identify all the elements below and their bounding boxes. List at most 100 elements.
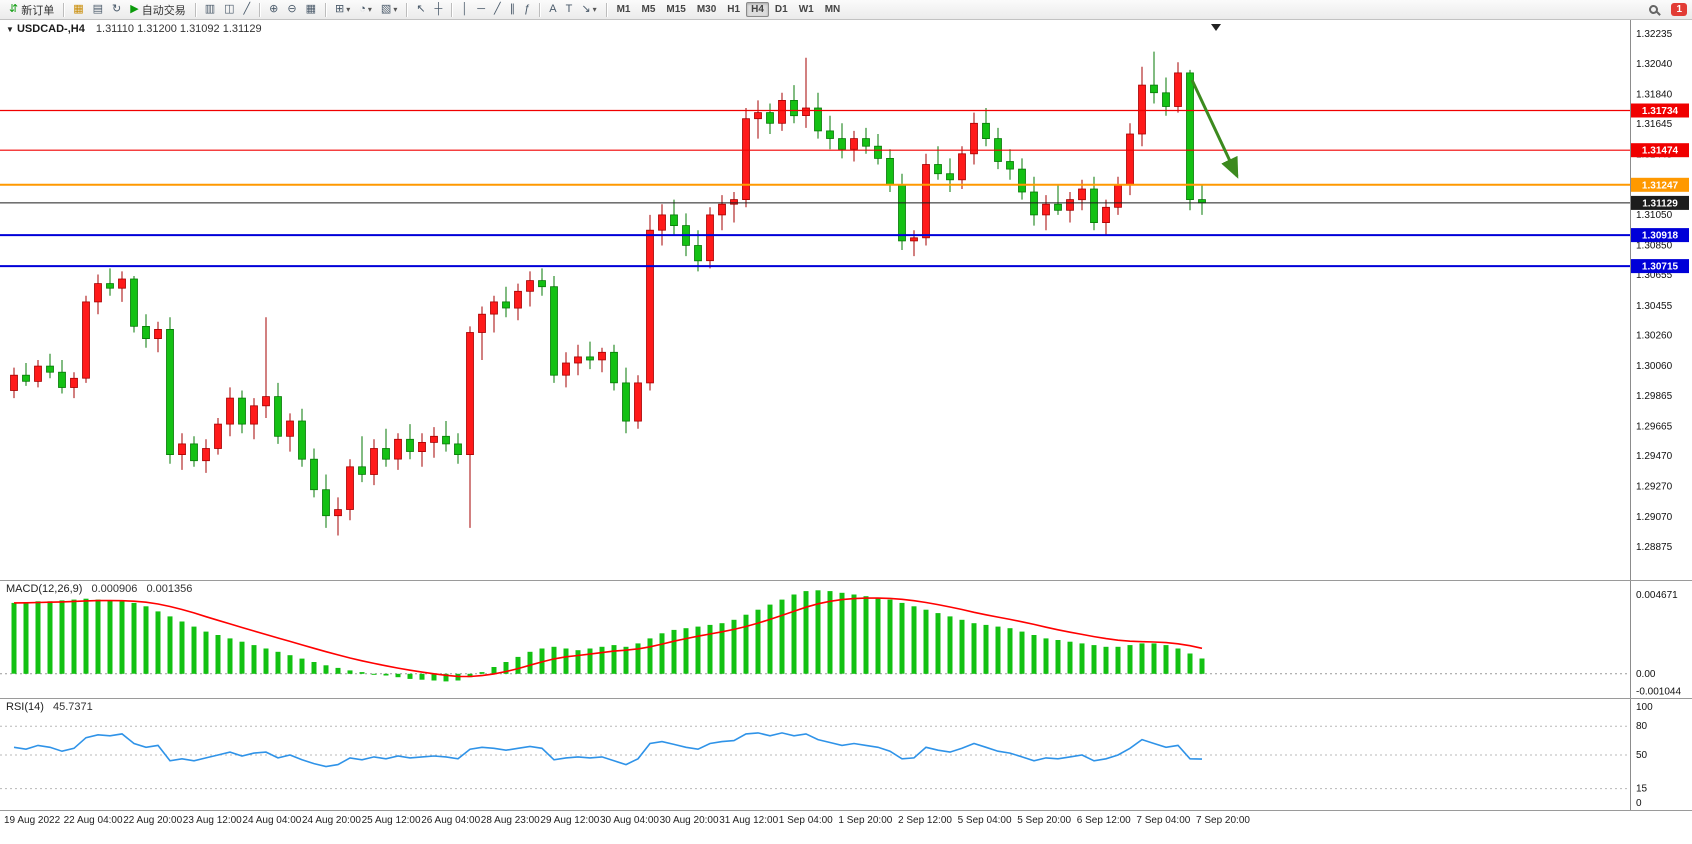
bar-chart-icon: ▥: [204, 3, 216, 15]
zoom-in-button[interactable]: ⊕: [265, 3, 282, 16]
svg-text:1.30060: 1.30060: [1636, 361, 1673, 372]
svg-text:1.32040: 1.32040: [1636, 59, 1673, 70]
svg-text:80: 80: [1636, 721, 1648, 732]
time-label: 25 Aug 12:00: [361, 815, 421, 826]
timeframe-w1[interactable]: W1: [798, 4, 814, 15]
timeframe-mn[interactable]: MN: [824, 4, 841, 15]
candlestick-icon: ◫: [224, 3, 235, 15]
search-icon[interactable]: [1649, 5, 1659, 14]
timeframe-m5[interactable]: M5: [641, 4, 656, 15]
svg-text:1.31247: 1.31247: [1642, 180, 1679, 191]
new-chart-button[interactable]: ▦: [69, 3, 87, 16]
candles-layer: [10, 51, 1206, 536]
rsi-level-lines: [0, 725, 1630, 790]
trendline-icon: ╱: [494, 3, 501, 15]
tile-windows-icon: ▦: [305, 3, 316, 15]
toolbar-separator: [451, 2, 453, 17]
new-chart-icon: ▦: [73, 3, 84, 15]
svg-text:-0.001044: -0.001044: [1636, 686, 1681, 697]
rsi-line: [13, 732, 1203, 768]
svg-text:1.31734: 1.31734: [1642, 106, 1679, 117]
time-label: 22 Aug 20:00: [123, 815, 183, 826]
channel-button[interactable]: ∥: [506, 3, 520, 16]
macd-histogram: [11, 590, 1205, 682]
svg-text:1.28875: 1.28875: [1636, 542, 1673, 553]
timeframe-m30[interactable]: M30: [696, 4, 717, 15]
candlestick-chart[interactable]: 1.322351.320401.318401.316451.314451.312…: [0, 20, 1692, 580]
time-label: 5 Sep 20:00: [1017, 815, 1072, 826]
add-indicator-icon: ⊞: [335, 3, 345, 15]
time-label: 6 Sep 12:00: [1076, 815, 1131, 826]
svg-text:100: 100: [1636, 702, 1653, 713]
macd-panel[interactable]: 0.004671 0.00 -0.001044 MACD(12,26,9) 0.00…: [0, 580, 1692, 698]
toolbar-separator: [63, 2, 65, 17]
toolbar-separator: [539, 2, 541, 17]
bar-chart-button[interactable]: ▥: [201, 3, 219, 16]
timeframe-m15[interactable]: M15: [666, 4, 686, 15]
zoom-out-button[interactable]: ⊖: [283, 3, 300, 16]
macd-signal-value: 0.001356: [146, 583, 193, 595]
svg-text:15: 15: [1636, 784, 1648, 795]
main-chart-panel[interactable]: 1.322351.320401.318401.316451.314451.312…: [0, 20, 1692, 580]
macd-main-value: 0.000906: [91, 583, 138, 595]
horizontal-line-icon: ─: [477, 3, 486, 15]
cursor-button[interactable]: ↖: [412, 3, 429, 16]
svg-text:1.30715: 1.30715: [1642, 262, 1679, 273]
tile-windows-button[interactable]: ▦: [302, 3, 320, 16]
svg-text:1.31840: 1.31840: [1636, 89, 1673, 100]
trendline-button[interactable]: ╱: [490, 3, 505, 16]
timeframe-d1[interactable]: D1: [774, 4, 788, 15]
refresh-button[interactable]: ↻: [108, 3, 125, 16]
templates-button[interactable]: ▧ ▾: [377, 3, 401, 16]
arrow-shapes-icon: ↘: [581, 3, 591, 15]
toolbar-separator: [406, 2, 408, 17]
time-label: 22 Aug 04:00: [63, 815, 123, 826]
svg-text:1.29070: 1.29070: [1636, 512, 1673, 523]
cursor-icon: ↖: [416, 3, 426, 15]
vertical-line-button[interactable]: │: [457, 3, 472, 16]
timeframe-h4[interactable]: H4: [746, 2, 769, 17]
refresh-icon: ↻: [112, 3, 122, 15]
line-chart-button[interactable]: ╱: [240, 3, 255, 16]
fibonacci-button[interactable]: ƒ: [520, 3, 534, 16]
time-label: 24 Aug 04:00: [242, 815, 302, 826]
shapes-button[interactable]: ↘ ▾: [577, 3, 600, 16]
trend-arrow[interactable]: [1190, 79, 1239, 179]
rsi-panel[interactable]: 100 80 50 15 0 RSI(14) 45.7371: [0, 698, 1692, 810]
crosshair-button[interactable]: ┼: [431, 3, 447, 16]
periods-button[interactable]: ◔ ▾: [355, 3, 376, 16]
time-axis[interactable]: 19 Aug 2022 22 Aug 04:00 22 Aug 20:00 23 Au…: [0, 810, 1692, 844]
svg-text:1.30918: 1.30918: [1642, 231, 1679, 242]
timeframe-m1[interactable]: M1: [616, 4, 631, 15]
text-label-button[interactable]: T: [562, 3, 577, 16]
chevron-down-icon: ▾: [346, 5, 351, 14]
toolbar: ⇵ 新订单 ▦ ▤ ↻ ▶ 自动交易 ▥ ◫ ╱ ⊕ ⊖ ▦ ⊞ ▾ ◔ ▾ ▧ ▾ …: [0, 0, 1692, 20]
toolbar-separator: [194, 2, 196, 17]
macd-chart: 0.004671 0.00 -0.001044: [0, 581, 1681, 698]
candlestick-button[interactable]: ◫: [220, 3, 238, 16]
zoom-out-icon: ⊖: [287, 3, 297, 15]
time-label: 30 Aug 04:00: [600, 815, 659, 826]
fibonacci-icon: ƒ: [524, 3, 531, 15]
new-order-label: 新订单: [21, 4, 55, 17]
horizontal-lines-layer[interactable]: 1.31734 1.31474 1.31247 1.31129 1.30918 1.307…: [0, 103, 1689, 274]
time-label: 7 Sep 20:00: [1196, 815, 1250, 826]
collapse-icon[interactable]: ▼: [6, 25, 14, 34]
horizontal-line-button[interactable]: ─: [473, 3, 489, 16]
svg-text:1.31645: 1.31645: [1636, 119, 1673, 130]
notification-badge[interactable]: 1: [1671, 3, 1687, 16]
toolbar-separator: [605, 2, 607, 17]
add-indicator-button[interactable]: ⊞ ▾: [331, 3, 354, 16]
timeframe-h1[interactable]: H1: [727, 4, 741, 15]
text-icon: A: [549, 3, 557, 15]
auto-trading-button[interactable]: ▶ 自动交易: [126, 1, 189, 19]
svg-text:1.31474: 1.31474: [1642, 146, 1679, 157]
new-order-button[interactable]: ⇵ 新订单: [5, 1, 58, 19]
profiles-button[interactable]: ▤: [89, 3, 107, 16]
macd-scale: 0.004671 0.00 -0.001044: [1630, 581, 1681, 698]
time-label: 30 Aug 20:00: [659, 815, 719, 826]
text-button[interactable]: A: [545, 3, 560, 16]
time-label: 29 Aug 12:00: [540, 815, 600, 826]
toolbar-separator: [259, 2, 261, 17]
